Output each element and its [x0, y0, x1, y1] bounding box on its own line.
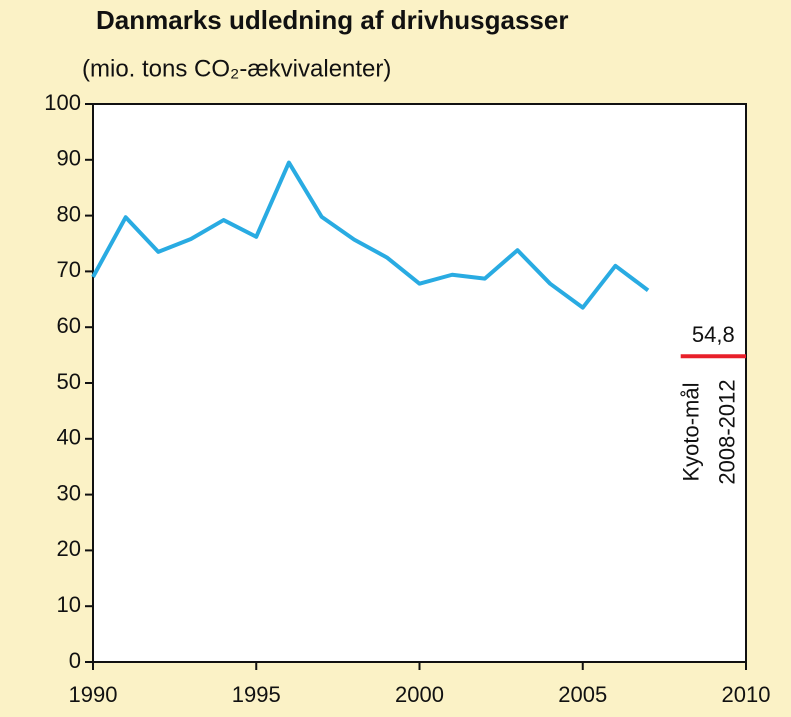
- x-tick-label: 1995: [232, 682, 281, 707]
- target-caption: 2008-2012: [715, 379, 740, 484]
- y-tick-label: 30: [57, 480, 81, 505]
- chart-subtitle: (mio. tons CO₂-ækvivalenter): [82, 55, 391, 82]
- y-tick-label: 90: [57, 146, 81, 171]
- x-tick-label: 2010: [722, 682, 771, 707]
- y-tick-label: 60: [57, 313, 81, 338]
- y-tick-label: 40: [57, 425, 81, 450]
- plot-area: [92, 103, 747, 663]
- x-tick-label: 2005: [558, 682, 607, 707]
- y-tick-label: 20: [57, 536, 81, 561]
- y-tick-label: 100: [44, 90, 81, 115]
- target-caption: Kyoto-mål: [679, 382, 704, 481]
- y-tick-label: 80: [57, 201, 81, 226]
- y-tick-label: 50: [57, 369, 81, 394]
- x-tick-label: 1990: [69, 682, 118, 707]
- y-tick-label: 70: [57, 257, 81, 282]
- target-label: 54,8: [692, 322, 735, 347]
- y-tick-label: 0: [69, 648, 81, 673]
- y-tick-label: 10: [57, 592, 81, 617]
- x-tick-label: 2000: [395, 682, 444, 707]
- chart-title: Danmarks udledning af drivhusgasser: [96, 5, 568, 35]
- data-line: [91, 160, 650, 310]
